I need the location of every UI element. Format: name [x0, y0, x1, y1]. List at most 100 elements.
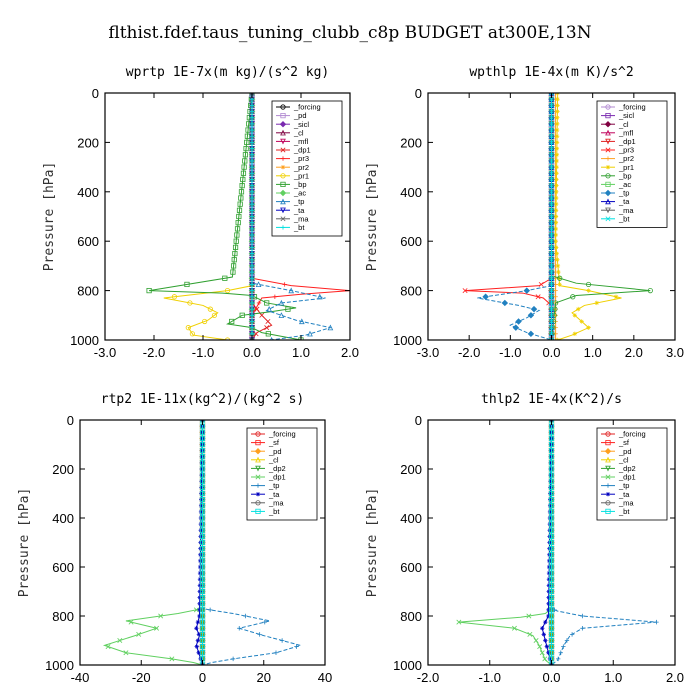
- data-point: [647, 287, 653, 294]
- y-tick-label: 0: [92, 86, 99, 101]
- legend-label: _forcing: [293, 103, 321, 112]
- data-point: [558, 650, 563, 655]
- legend-label: _tp: [618, 189, 629, 198]
- data-point: [288, 287, 295, 294]
- data-point: [549, 170, 554, 176]
- data-point: [272, 294, 278, 299]
- x-tick-label: 2.0: [341, 345, 359, 360]
- data-point: [199, 527, 206, 533]
- legend-marker: [280, 113, 286, 119]
- data-point: [154, 625, 160, 631]
- data-point: [249, 164, 255, 170]
- series-line-dp1: [102, 420, 203, 665]
- data-point: [549, 96, 554, 102]
- panel-wpthlp: wpthlp 1E-4x(m K)/s^2 Pressure [hPa] -3.0 -…: [365, 65, 684, 360]
- y-tick-label: 400: [400, 185, 422, 200]
- data-point: [199, 435, 206, 441]
- data-point: [549, 275, 554, 281]
- data-point: [549, 294, 554, 300]
- legend-marker: [280, 104, 286, 110]
- data-point: [547, 515, 553, 521]
- data-point: [549, 263, 554, 269]
- data-point: [229, 318, 235, 325]
- data-point: [548, 429, 555, 435]
- data-point: [196, 632, 202, 637]
- data-point: [298, 318, 305, 325]
- data-point: [146, 287, 152, 294]
- legend-marker: [255, 474, 261, 480]
- legend-label: _pr1: [618, 163, 634, 172]
- data-point: [224, 287, 231, 294]
- data-point: [554, 152, 560, 157]
- y-tick-label: 1000: [45, 658, 74, 673]
- data-point: [195, 638, 201, 643]
- data-point: [548, 515, 555, 521]
- legend-label: _pr2: [618, 154, 634, 163]
- legend-label: _sf: [268, 438, 280, 447]
- data-point: [249, 183, 255, 188]
- data-point: [523, 287, 531, 294]
- data-point: [249, 325, 255, 330]
- data-point: [259, 312, 265, 318]
- data-point: [555, 257, 560, 262]
- legend-marker: [605, 198, 611, 205]
- legend-label: _dp2: [268, 464, 286, 473]
- x-tick-label: 20: [257, 670, 271, 685]
- legend-label: _ta: [618, 490, 630, 499]
- legend-label: _forcing: [618, 430, 646, 439]
- y-tick-label: 0: [415, 86, 422, 101]
- data-point: [555, 109, 560, 114]
- data-point: [199, 479, 204, 484]
- data-point: [249, 201, 255, 207]
- data-point: [195, 619, 201, 625]
- y-tick-label: 800: [77, 284, 99, 299]
- data-point: [548, 472, 555, 478]
- data-point: [549, 115, 554, 121]
- panel-title: wprtp 1E-7x(m kg)/(s^2 kg): [126, 65, 330, 80]
- data-point: [548, 582, 555, 588]
- legend-marker: [280, 173, 286, 179]
- data-point: [307, 330, 313, 337]
- x-tick-label: -40: [71, 670, 90, 685]
- data-point: [554, 171, 559, 176]
- data-point: [128, 619, 134, 625]
- data-point: [548, 613, 555, 619]
- legend-label: _mfl: [618, 128, 634, 137]
- data-point: [546, 607, 551, 613]
- panel-wprtp: wprtp 1E-7x(m kg)/(s^2 kg) Pressure [hPa]…: [42, 65, 359, 360]
- data-point: [549, 195, 554, 201]
- legend-label: _cl: [293, 128, 304, 137]
- data-point: [249, 220, 255, 225]
- data-point: [572, 331, 578, 337]
- data-point: [564, 638, 570, 643]
- data-point: [233, 238, 239, 244]
- series-line-dp1: [458, 420, 552, 665]
- data-point: [199, 533, 206, 539]
- y-tick-label: 0: [67, 413, 74, 428]
- legend-marker: [280, 216, 286, 222]
- data-point: [249, 214, 255, 219]
- legend-marker: [255, 492, 261, 497]
- data-point: [199, 484, 206, 490]
- data-point: [249, 121, 255, 127]
- data-point: [586, 288, 591, 293]
- data-point: [548, 595, 555, 601]
- legend-label: _pd: [268, 447, 282, 456]
- data-point: [230, 269, 236, 275]
- legend-marker: [605, 207, 611, 214]
- legend-label: _pr2: [293, 163, 309, 172]
- x-tick-label: 0.0: [542, 345, 560, 360]
- data-point: [554, 140, 560, 145]
- data-point: [547, 528, 552, 533]
- y-tick-label: 1000: [70, 333, 99, 348]
- data-point: [123, 650, 129, 656]
- data-point: [199, 497, 204, 502]
- data-point: [557, 282, 562, 287]
- legend-marker: [279, 120, 287, 128]
- y-tick-label: 600: [77, 234, 99, 249]
- data-point: [546, 650, 551, 655]
- data-point: [548, 485, 553, 490]
- legend-marker: [280, 207, 286, 214]
- legend-label: _pd: [293, 111, 307, 120]
- data-point: [549, 109, 554, 115]
